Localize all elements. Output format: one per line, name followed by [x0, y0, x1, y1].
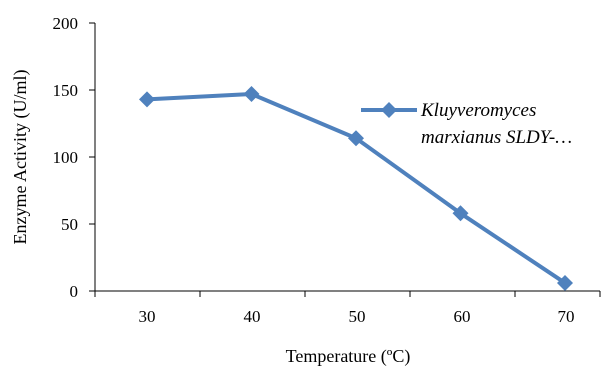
x-tick-label: 50: [349, 307, 366, 326]
legend-marker: [381, 102, 397, 118]
legend-label-line-2: marxianus SLDY-…: [421, 127, 572, 148]
data-point-marker: [452, 205, 469, 222]
data-point-marker: [139, 91, 155, 108]
legend: Kluyveromyces marxianus SLDY-…: [361, 100, 572, 148]
y-tick-label: 100: [53, 148, 79, 167]
data-point-marker: [557, 274, 573, 291]
legend-label-line-1: Kluyveromyces: [420, 100, 536, 121]
y-tick-label: 150: [53, 81, 79, 100]
y-axis-title: Enzyme Activity (U/ml): [10, 70, 31, 245]
x-tick-label: 70: [558, 307, 575, 326]
data-point-marker: [348, 130, 364, 147]
x-axis-title: Temperature (ºC): [286, 346, 411, 367]
x-tick-label: 60: [454, 307, 471, 326]
x-tick-label: 30: [139, 307, 156, 326]
y-ticks: 0 50 100 150 200: [53, 14, 95, 301]
series-layer: [139, 86, 573, 291]
y-tick-label: 50: [61, 215, 78, 234]
y-tick-label: 200: [53, 14, 79, 33]
data-point-marker: [243, 86, 260, 103]
y-tick-label: 0: [70, 282, 79, 301]
x-tick-label: 40: [244, 307, 261, 326]
series-line: [146, 92, 567, 285]
x-ticks: 30 40 50 60 70: [94, 291, 601, 326]
